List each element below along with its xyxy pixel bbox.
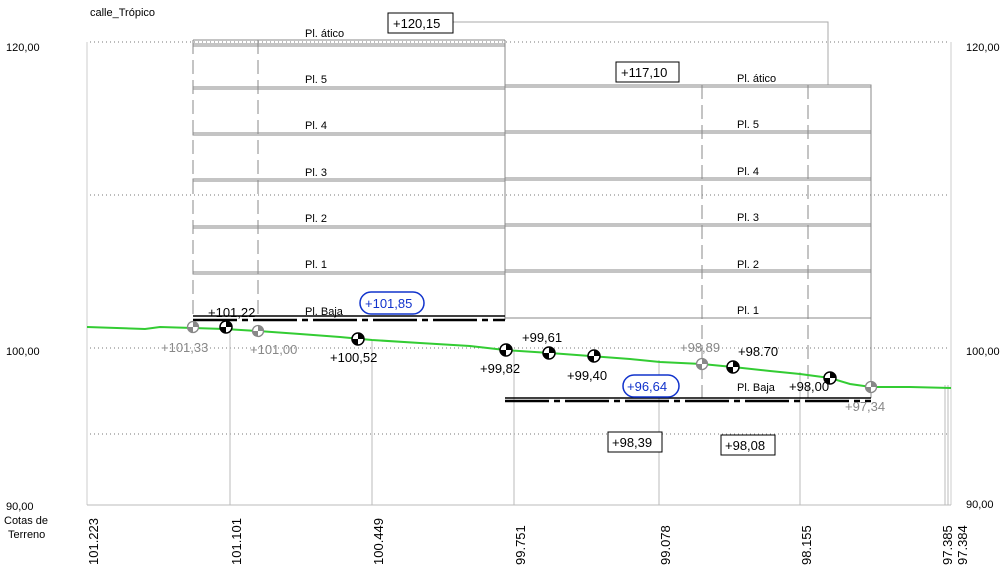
terrain-caption-line2: Terreno xyxy=(8,529,45,541)
box-label-117-10: +117,10 xyxy=(621,65,667,80)
survey-marker-grey xyxy=(695,357,709,371)
left-floor-3: Pl. 3 xyxy=(305,167,327,179)
oval-label-101-85: +101,85 xyxy=(365,296,412,311)
left-floor-1: Pl. 1 xyxy=(305,259,327,271)
r-floor-band-2 xyxy=(504,269,872,273)
elev-98-89: +98,89 xyxy=(680,340,720,355)
right-label-120: 120,00 xyxy=(966,42,1000,54)
elev-99-82: +99,82 xyxy=(480,361,520,376)
box-label-120-15: +120,15 xyxy=(393,16,440,31)
elev-101-33: +101,33 xyxy=(161,340,208,355)
box-label-98-08: +98,08 xyxy=(725,438,765,453)
drawing-title: calle_Trópico xyxy=(90,7,155,19)
right-floor-atico: Pl. ático xyxy=(737,73,776,85)
right-label-90: 90,00 xyxy=(966,499,994,511)
terrain-tick-98-155: 98.155 xyxy=(799,525,814,565)
right-floor-3: Pl. 3 xyxy=(737,212,759,224)
left-floor-5: Pl. 5 xyxy=(305,74,327,86)
floor-band-5 xyxy=(192,86,506,90)
terrain-tick-97-385: 97.385 xyxy=(940,525,955,565)
building-right xyxy=(504,84,872,398)
terrain-tick-99-751: 99.751 xyxy=(513,525,528,565)
survey-marker xyxy=(823,371,837,385)
left-floor-baja: Pl. Baja xyxy=(305,306,344,318)
drop-lines xyxy=(229,328,949,505)
floor-band-1 xyxy=(192,271,506,275)
terrain-tick-99-078: 99.078 xyxy=(658,525,673,565)
elev-97-34: +97,34 xyxy=(845,399,885,414)
terrain-tick-100-449: 100.449 xyxy=(371,518,386,565)
elev-99-61: +99,61 xyxy=(522,330,562,345)
survey-marker xyxy=(499,343,513,357)
elev-100-52: +100,52 xyxy=(330,350,377,365)
floor-band-3 xyxy=(192,178,506,182)
r-floor-band-3 xyxy=(504,223,872,227)
leader-120-15 xyxy=(453,21,829,85)
oval-96-64 xyxy=(622,374,680,398)
elev-98-70: +98.70 xyxy=(738,344,778,359)
terrain-tick-101-101: 101.101 xyxy=(229,518,244,565)
survey-markers xyxy=(219,320,837,385)
elev-101-22: +101,22 xyxy=(208,305,255,320)
left-floor-atico: Pl. ático xyxy=(305,28,344,40)
right-floor-baja: Pl. Baja xyxy=(737,382,776,394)
survey-marker xyxy=(542,346,556,360)
survey-marker xyxy=(219,320,233,334)
survey-marker-grey xyxy=(251,324,265,338)
oval-101-85 xyxy=(359,291,425,315)
box-117-10 xyxy=(615,61,680,83)
survey-markers-grey xyxy=(186,320,878,394)
r-floor-band-5 xyxy=(504,130,872,134)
terrain-tick-101-223: 101.223 xyxy=(86,518,101,565)
box-98-39 xyxy=(607,431,663,453)
right-floor-1: Pl. 1 xyxy=(737,305,759,317)
floor-band-4 xyxy=(192,132,506,136)
left-floor-4: Pl. 4 xyxy=(305,120,327,132)
left-floor-2: Pl. 2 xyxy=(305,213,327,225)
elev-101-00: +101,00 xyxy=(250,342,297,357)
left-label-120: 120,00 xyxy=(6,42,40,54)
terrain-caption-line1: Cotas de xyxy=(4,515,48,527)
survey-marker xyxy=(587,349,601,363)
r-floor-band-4 xyxy=(504,177,872,181)
left-label-100: 100,00 xyxy=(6,346,40,358)
floor-band-2 xyxy=(192,225,506,229)
elev-99-40: +99,40 xyxy=(567,368,607,383)
survey-marker xyxy=(351,332,365,346)
right-label-100: 100,00 xyxy=(966,346,1000,358)
box-98-08 xyxy=(720,434,776,456)
right-floor-5: Pl. 5 xyxy=(737,119,759,131)
r-floor-band-atico xyxy=(504,84,872,88)
building-left xyxy=(192,39,506,320)
left-label-90: 90,00 xyxy=(6,501,34,513)
floor-band-atico xyxy=(192,43,506,47)
oval-label-96-64: +96,64 xyxy=(627,379,667,394)
survey-marker xyxy=(726,360,740,374)
right-floor-2: Pl. 2 xyxy=(737,259,759,271)
elev-98-00: +98,00 xyxy=(789,379,829,394)
box-120-15 xyxy=(387,12,454,34)
survey-marker-grey xyxy=(864,380,878,394)
right-floor-4: Pl. 4 xyxy=(737,166,759,178)
terrain-tick-97-384: 97.384 xyxy=(955,525,970,565)
box-label-98-39: +98,39 xyxy=(612,435,652,450)
survey-marker-grey xyxy=(186,320,200,334)
